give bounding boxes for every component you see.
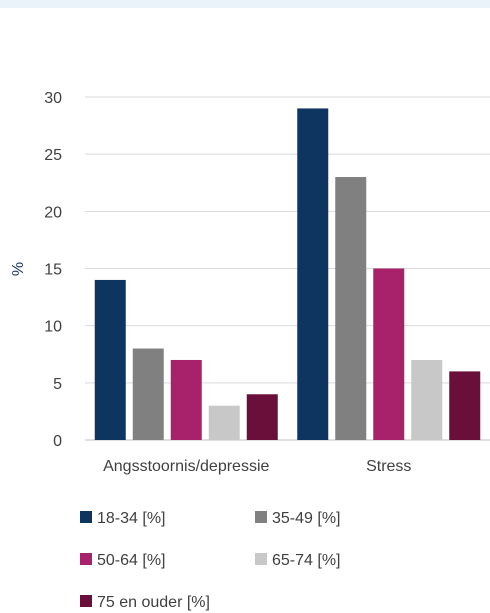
y-tick-label: 5 bbox=[53, 376, 62, 393]
y-tick-label: 10 bbox=[44, 319, 62, 336]
bar bbox=[94, 279, 126, 440]
bar bbox=[449, 371, 481, 440]
y-tick-label: 15 bbox=[44, 262, 62, 279]
y-tick-label: 30 bbox=[44, 90, 62, 107]
bar bbox=[297, 108, 329, 440]
legend-swatch bbox=[80, 511, 92, 523]
y-tick-label: 20 bbox=[44, 204, 62, 221]
bar bbox=[132, 348, 164, 440]
legend-label: 18-34 [%] bbox=[97, 510, 165, 527]
category-labels: Angsstoornis/depressie Stress bbox=[103, 458, 411, 475]
bar bbox=[170, 359, 202, 440]
legend-swatch bbox=[80, 595, 92, 607]
legend-swatch bbox=[80, 553, 92, 565]
legend-label: 50-64 [%] bbox=[97, 552, 165, 569]
legend-label: 35-49 [%] bbox=[272, 510, 340, 527]
y-axis-title: % bbox=[10, 262, 27, 276]
legend-label: 65-74 [%] bbox=[272, 552, 340, 569]
legend: 18-34 [%] 35-49 [%] 50-64 [%] 65-74 [%] 75 e… bbox=[80, 510, 340, 611]
legend-label: 75 en ouder [%] bbox=[97, 594, 210, 611]
bar bbox=[411, 359, 443, 440]
category-label: Angsstoornis/depressie bbox=[103, 458, 269, 475]
bar bbox=[335, 177, 367, 441]
y-tick-labels: 0 5 10 15 20 25 30 bbox=[44, 90, 62, 450]
bar bbox=[208, 405, 240, 440]
bars bbox=[94, 108, 481, 441]
bar bbox=[373, 268, 405, 440]
y-tick-label: 0 bbox=[53, 433, 62, 450]
category-label: Stress bbox=[366, 458, 411, 475]
y-tick-label: 25 bbox=[44, 147, 62, 164]
legend-swatch bbox=[255, 511, 267, 523]
top-band bbox=[0, 0, 490, 8]
bar bbox=[246, 394, 278, 440]
legend-swatch bbox=[255, 553, 267, 565]
